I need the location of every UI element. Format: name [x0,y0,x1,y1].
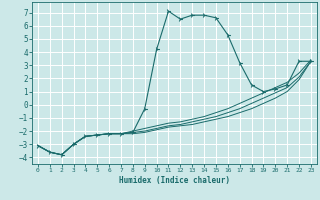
X-axis label: Humidex (Indice chaleur): Humidex (Indice chaleur) [119,176,230,185]
